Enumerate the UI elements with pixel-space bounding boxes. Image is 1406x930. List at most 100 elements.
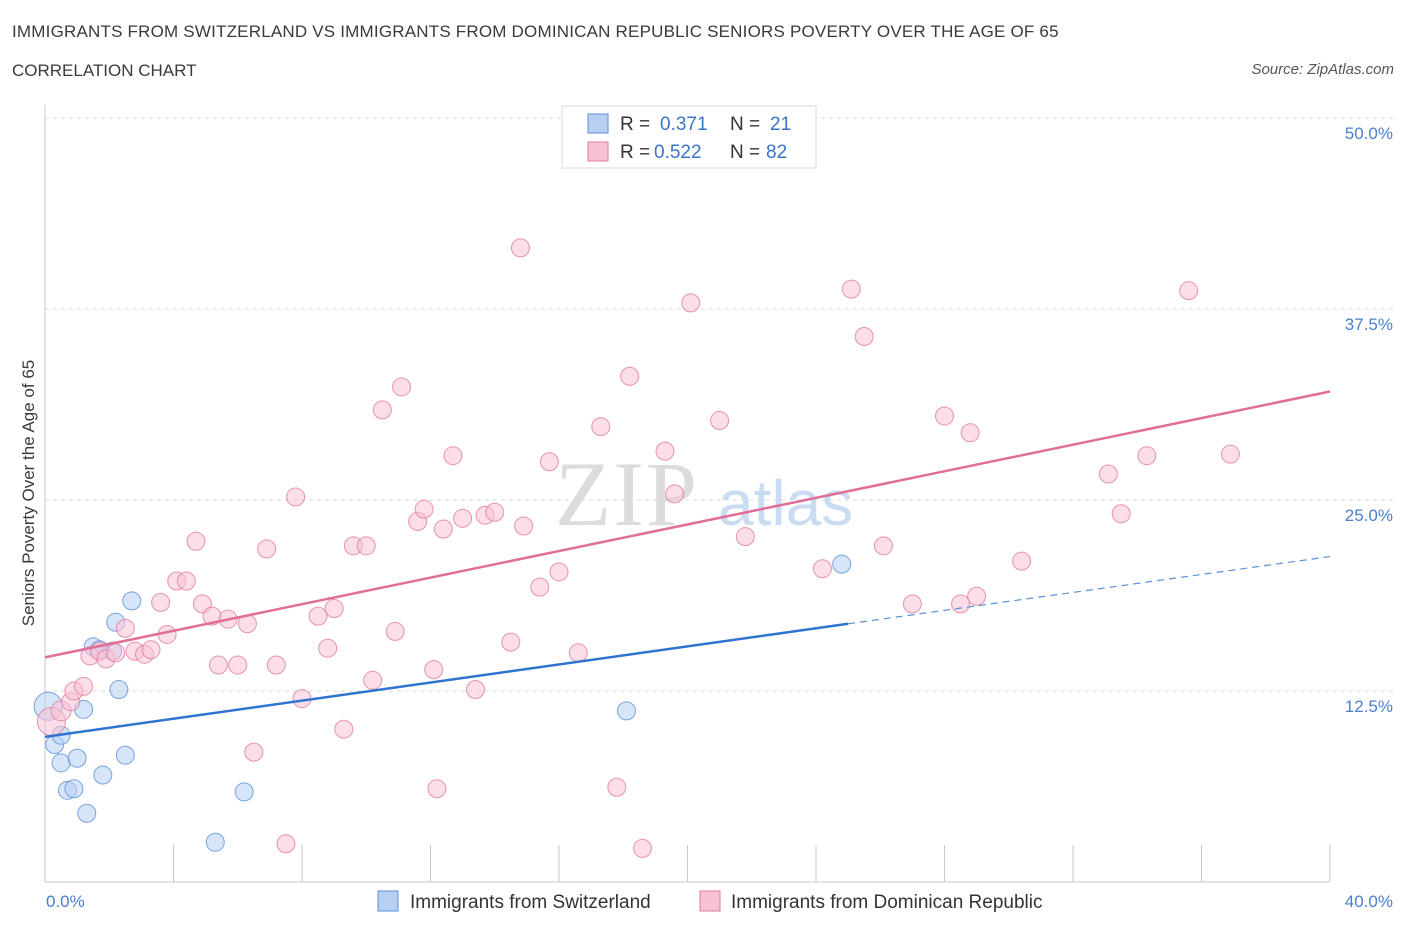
chart-source: Source: ZipAtlas.com <box>1251 61 1394 78</box>
legend-n-label: N = <box>730 114 760 135</box>
point-dominican <box>372 400 392 420</box>
point-dominican <box>266 655 286 675</box>
axes <box>44 105 1331 883</box>
point-dominican <box>257 539 277 559</box>
point-dominican <box>607 777 627 797</box>
point-dominican <box>935 406 954 426</box>
y-tick-label: 50.0% <box>1345 124 1393 143</box>
point-dominican <box>735 527 755 547</box>
point-dominican <box>655 441 675 461</box>
point-dominican <box>591 417 611 437</box>
point-dominican <box>385 621 405 641</box>
y-tick-label: 37.5% <box>1345 315 1393 334</box>
point-dominican <box>501 632 521 652</box>
point-dominican <box>244 742 264 762</box>
trend-lines <box>44 390 1331 739</box>
data-points <box>33 238 1240 858</box>
point-dominican <box>151 592 171 612</box>
point-dominican <box>308 606 328 626</box>
point-switzerland <box>205 832 225 852</box>
point-dominican <box>176 571 196 591</box>
series-legend: Immigrants from Switzerland Immigrants f… <box>377 890 1043 913</box>
y-tick-label: 12.5% <box>1345 697 1393 716</box>
y-tick-labels: 50.0% 37.5% 25.0% 12.5% <box>1345 124 1393 716</box>
point-dominican <box>510 238 530 258</box>
point-switzerland <box>77 803 97 823</box>
point-dominican <box>228 655 248 675</box>
point-dominican <box>514 516 534 536</box>
point-dominican <box>363 670 383 690</box>
point-dominican <box>710 411 730 431</box>
point-dominican <box>1137 446 1157 466</box>
point-dominican <box>951 594 971 614</box>
point-dominican <box>286 487 306 507</box>
point-dominican <box>873 536 893 556</box>
legend-n-value-dominican: 82 <box>766 142 787 163</box>
series-legend-label-switzerland: Immigrants from Switzerland <box>410 892 651 913</box>
point-dominican <box>665 484 685 504</box>
x-tick-label-right: 40.0% <box>1345 892 1393 911</box>
point-dominican <box>392 377 412 397</box>
point-dominican <box>539 452 559 472</box>
point-dominican <box>318 638 338 658</box>
watermark: ZIP atlas <box>555 443 853 545</box>
point-switzerland <box>64 779 84 799</box>
point-switzerland <box>234 782 254 802</box>
y-axis-label: Seniors Poverty Over the Age of 65 <box>19 360 38 626</box>
trend-line-dominican <box>44 390 1331 659</box>
point-dominican <box>530 577 550 597</box>
point-dominican <box>414 499 434 519</box>
legend-r-label: R = <box>620 142 650 163</box>
point-switzerland <box>109 679 129 699</box>
point-switzerland <box>115 745 135 765</box>
point-switzerland <box>51 753 71 773</box>
point-dominican <box>485 502 505 522</box>
point-dominican <box>620 366 640 386</box>
point-dominican <box>854 327 874 347</box>
point-switzerland <box>93 765 113 785</box>
legend-swatch-dominican <box>587 141 609 162</box>
series-legend-swatch-switzerland <box>377 890 399 912</box>
point-dominican <box>74 676 94 696</box>
point-dominican <box>427 779 447 799</box>
point-dominican <box>1111 504 1131 524</box>
point-dominican <box>141 640 161 660</box>
point-dominican <box>681 293 701 313</box>
point-dominican <box>453 508 473 528</box>
legend-n-label: N = <box>730 142 760 163</box>
point-dominican <box>967 586 987 606</box>
x-tick-label-left: 0.0% <box>46 892 85 911</box>
point-switzerland <box>122 591 142 611</box>
trend-line-switzerland-extension <box>848 555 1331 625</box>
point-dominican <box>841 279 861 299</box>
trend-line-switzerland <box>44 622 849 739</box>
point-dominican <box>1220 444 1240 464</box>
point-dominican <box>208 655 228 675</box>
point-dominican <box>549 562 569 582</box>
legend-r-label: R = <box>620 114 650 135</box>
point-dominican <box>633 838 653 858</box>
point-dominican <box>276 834 296 854</box>
point-dominican <box>1098 464 1118 484</box>
point-dominican <box>960 423 980 443</box>
point-dominican <box>433 519 453 539</box>
point-dominican <box>1012 551 1032 571</box>
point-switzerland <box>67 748 87 768</box>
series-legend-swatch-dominican <box>699 890 721 912</box>
point-dominican <box>106 643 126 663</box>
legend-r-value-switzerland: 0.371 <box>660 114 708 135</box>
series-legend-label-dominican: Immigrants from Dominican Republic <box>731 892 1043 913</box>
point-dominican <box>465 679 485 699</box>
point-dominican <box>334 719 354 739</box>
point-dominican <box>902 594 922 614</box>
gridlines <box>45 117 1395 692</box>
point-dominican <box>443 446 463 466</box>
point-dominican <box>1179 281 1199 301</box>
y-tick-label: 25.0% <box>1345 506 1393 525</box>
correlation-legend: R = 0.371 N = 21 R = 0.522 N = 82 <box>561 105 817 169</box>
point-switzerland <box>616 701 636 721</box>
point-dominican <box>568 643 588 663</box>
point-dominican <box>424 660 444 680</box>
point-dominican <box>115 618 135 638</box>
